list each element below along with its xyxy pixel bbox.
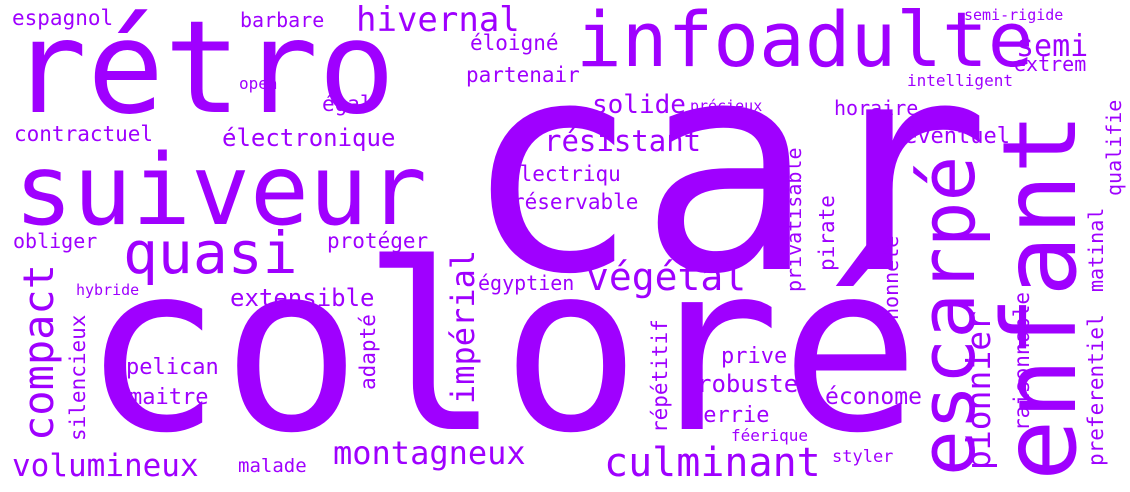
word-egyptien: égyptien — [478, 273, 574, 293]
word-extensible: extensible — [230, 286, 375, 310]
word-quasi: quasi — [123, 224, 298, 282]
word-electronique: électronique — [222, 126, 395, 150]
word-solide: solide — [592, 92, 686, 118]
word-ferrie: ferrie — [690, 405, 769, 427]
word-montagneux: montagneux — [333, 437, 526, 469]
word-matinal: matinal — [1086, 208, 1106, 292]
word-feerique: féerique — [731, 428, 808, 444]
word-adapte: adapté — [358, 314, 379, 390]
word-hybride: hybride — [76, 283, 139, 298]
word-malade: malade — [238, 457, 307, 476]
word-imperial: impérial — [447, 250, 479, 404]
word-privatisable: privatisable — [784, 148, 804, 293]
word-preferentiel: preferentiel — [1086, 314, 1107, 466]
word-honnete: honnête — [881, 236, 901, 320]
word-eloigne: éloigné — [470, 33, 559, 54]
word-contractuel: contractuel — [14, 124, 153, 145]
word-open: open — [239, 76, 278, 92]
word-espagnol: espagnol — [12, 8, 113, 29]
word-extrem: extrem — [1014, 54, 1086, 74]
word-egal: égal — [322, 94, 373, 115]
word-qualifie: qualifie — [1104, 100, 1124, 196]
word-reservable: réservable — [512, 192, 638, 213]
word-volumineux: volumineux — [12, 451, 199, 482]
word-proteger: protéger — [327, 231, 428, 252]
word-enfant: enfant — [990, 113, 1092, 481]
word-electriqu: electriqu — [507, 164, 621, 185]
word-precieux: précieux — [690, 99, 762, 114]
word-resistant: résistant — [544, 127, 701, 156]
word-barbare: barbare — [240, 10, 324, 30]
word-silencieux: silencieux — [68, 315, 89, 441]
word-prive: prive — [721, 346, 787, 368]
word-horaire: horaire — [834, 98, 918, 118]
word-compact: compact — [18, 264, 60, 441]
word-maitre: maitre — [129, 387, 208, 409]
word-partenair: partenair — [466, 65, 580, 86]
word-semi-rigide: semi-rigide — [964, 8, 1063, 23]
word-pelican: pelican — [126, 357, 219, 379]
word-vegetal: végétal — [586, 258, 746, 296]
word-styler: styler — [832, 449, 893, 466]
word-obliger: obliger — [13, 231, 97, 251]
word-pionnier: pionnier — [962, 311, 995, 470]
word-culminant: culminant — [604, 443, 821, 483]
word-intelligent: intelligent — [907, 73, 1013, 89]
word-repetitif: répétitif — [650, 319, 671, 433]
word-robuste: robuste — [697, 372, 798, 396]
word-pirate: pirate — [817, 195, 838, 271]
word-raisonnable: raisonnable — [1012, 292, 1033, 431]
